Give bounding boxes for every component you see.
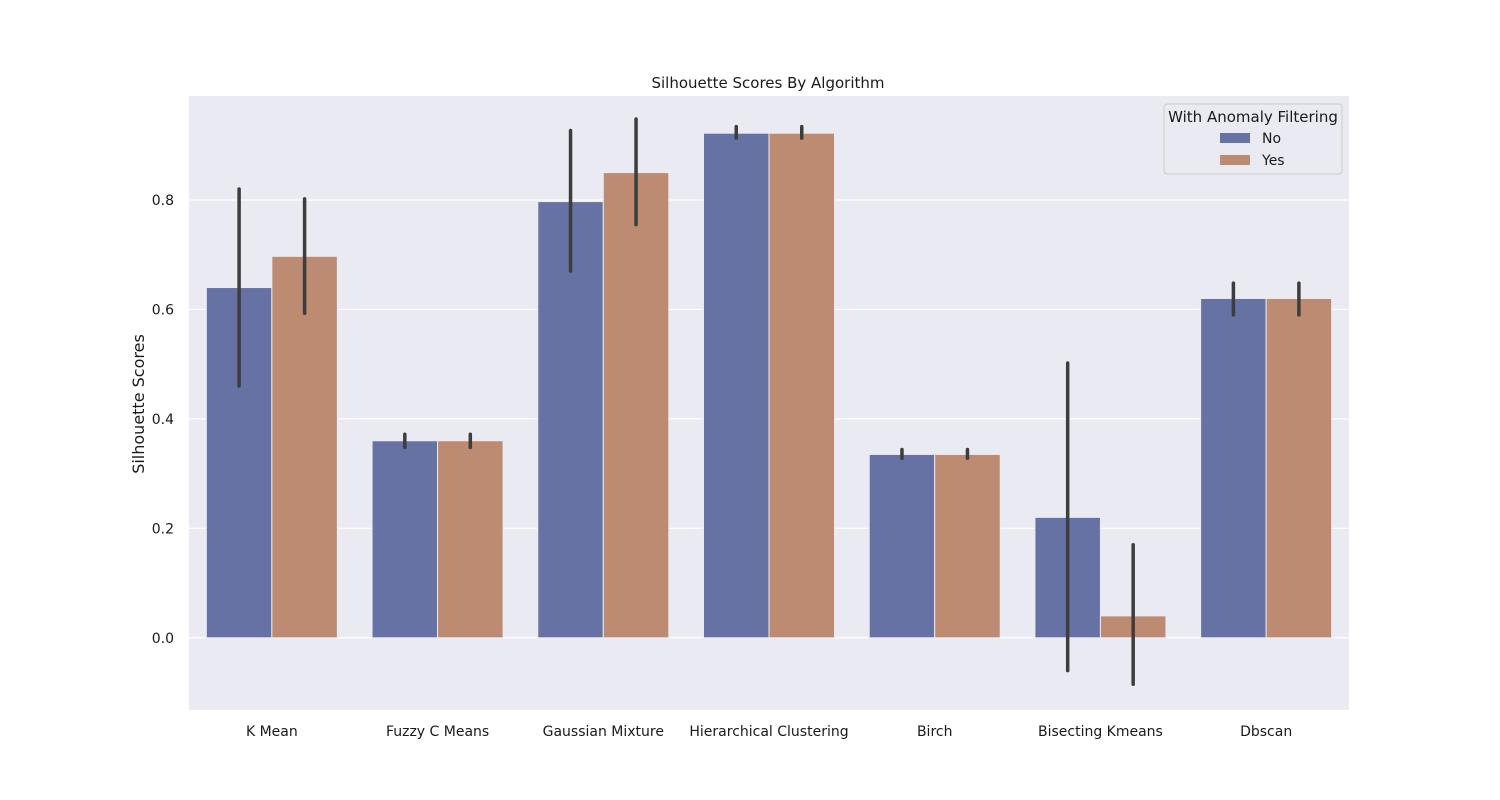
y-tick-label: 0.2 <box>152 521 174 537</box>
bar-yes-4 <box>934 453 1001 639</box>
x-tick-labels: K Mean Fuzzy C Means Gaussian Mixture Hiera… <box>246 724 1292 740</box>
x-tick-label: Dbscan <box>1240 724 1292 740</box>
bar-no-4 <box>868 453 936 639</box>
legend-label-no: No <box>1262 131 1281 147</box>
bar-yes-0 <box>271 255 338 639</box>
x-tick-label: Birch <box>917 724 953 740</box>
x-tick-label: K Mean <box>246 724 298 740</box>
bar-yes-2 <box>602 172 670 639</box>
legend: With Anomaly Filtering No Yes <box>1163 103 1343 175</box>
legend-swatch-no <box>1220 133 1250 143</box>
y-tick-label: 0.6 <box>152 302 174 318</box>
y-axis-label: Silhouette Scores <box>129 334 148 474</box>
bar-yes-1 <box>437 440 504 639</box>
legend-swatch-yes <box>1220 155 1250 165</box>
x-tick-label: Bisecting Kmeans <box>1038 724 1163 740</box>
legend-box <box>1163 103 1343 175</box>
x-tick-label: Fuzzy C Means <box>386 724 489 740</box>
y-tick-labels: 0.0 0.2 0.4 0.6 0.8 <box>152 193 174 647</box>
x-tick-label: Gaussian Mixture <box>543 724 664 740</box>
bar-yes-6 <box>1265 297 1333 639</box>
x-tick-label: Hierarchical Clustering <box>689 724 848 740</box>
legend-label-yes: Yes <box>1261 153 1285 169</box>
bar-no-6 <box>1200 297 1267 639</box>
y-tick-label: 0.0 <box>152 631 174 647</box>
bar-yes-3 <box>768 132 835 639</box>
y-tick-label: 0.4 <box>152 412 174 428</box>
legend-title: With Anomaly Filtering <box>1168 108 1338 126</box>
error-bars-group <box>237 117 1301 687</box>
bar-no-1 <box>371 440 439 639</box>
chart-title: Silhouette Scores By Algorithm <box>651 74 884 92</box>
bar-no-3 <box>703 132 770 639</box>
bars-group <box>205 132 1333 639</box>
y-tick-label: 0.8 <box>152 193 174 209</box>
